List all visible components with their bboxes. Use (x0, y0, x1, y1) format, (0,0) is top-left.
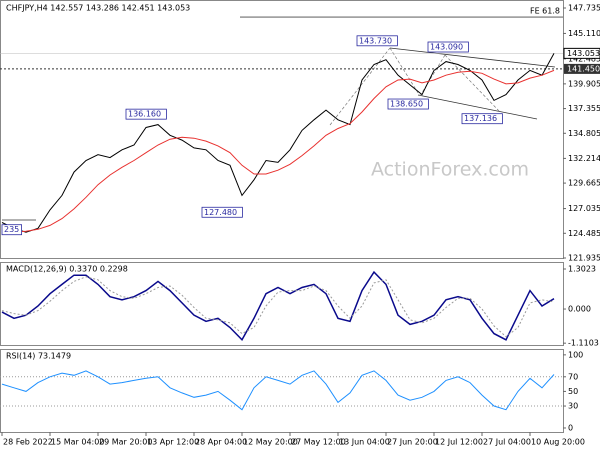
rsi-title: RSI(14) 73.1479 (6, 352, 71, 361)
y-tick-label: 70 (568, 372, 578, 381)
annotation-label: 143.090 (430, 43, 463, 52)
x-tick-label: 28 Apr 04:00 (195, 438, 247, 447)
x-tick-label: 13 Apr 12:00 (147, 438, 199, 447)
y-tick-label: 50 (568, 387, 578, 396)
x-tick-label: 12 Jul 12:00 (435, 438, 483, 447)
x-tick-label: 28 Feb 2022 (3, 438, 53, 447)
series-line (1, 53, 555, 233)
projection-line (444, 54, 501, 113)
x-tick-label: 27 May 12:00 (291, 438, 346, 447)
y-tick-label: -1.1103 (568, 339, 599, 348)
y-tick-label: 0.000 (568, 305, 591, 314)
annotation-box (427, 41, 469, 53)
trendline (417, 94, 538, 120)
annotation-box (387, 98, 429, 110)
x-tick-label: 10 Aug 20:00 (531, 438, 585, 447)
x-tick-label: 27 Jun 20:00 (387, 438, 438, 447)
y-tick-label: 139.905 (568, 79, 600, 88)
y-tick-label: 137.355 (568, 104, 600, 113)
chart-title: CHFJPY,H4 142.557 143.286 142.451 143.05… (6, 4, 190, 13)
projection-line (389, 47, 421, 97)
x-tick-label: 12 May 20:00 (243, 438, 298, 447)
x-tick-label: 29 Mar 20:00 (99, 438, 152, 447)
rsi-panel (0, 349, 564, 433)
fe-label: FE 61.8 (530, 7, 560, 16)
y-tick-label: 1.3023 (568, 264, 596, 273)
annotation-box (461, 113, 503, 125)
macd-panel (0, 262, 564, 346)
ref-box (564, 63, 600, 74)
watermark: ActionForex.com (371, 159, 529, 181)
annotation-label: 137.136 (464, 114, 497, 123)
y-tick-label: 100 (568, 350, 583, 359)
annotation-box (125, 108, 167, 120)
last-price-label: 143.053 (567, 49, 600, 58)
y-tick-label: 124.485 (568, 229, 600, 238)
y-tick-label: 142.485 (568, 54, 600, 63)
y-tick-label: 134.805 (568, 129, 600, 138)
annotation-label: 136.160 (128, 110, 161, 119)
series-line (1, 69, 555, 234)
last-price-box (563, 47, 600, 59)
y-tick-label: 121.935 (568, 254, 600, 263)
projection-line (419, 54, 446, 97)
price-panel (0, 0, 564, 259)
series-line (1, 270, 555, 342)
y-tick-label: 132.214 (568, 154, 600, 163)
y-tick-label: 147.735 (568, 3, 600, 12)
x-tick-label: 27 Jul 04:00 (483, 438, 531, 447)
annotation-label: 143.730 (359, 36, 392, 45)
annotation-box (1, 224, 23, 236)
y-tick-label: 0 (568, 423, 573, 432)
annotation-label: 138.650 (390, 100, 423, 109)
ref-label: 141.450 (567, 64, 600, 73)
series-line (1, 276, 555, 338)
trendline (389, 47, 556, 68)
y-tick-label: 129.665 (568, 179, 600, 188)
projection-line (329, 47, 391, 126)
y-tick-label: 30 (568, 402, 578, 411)
series-line (1, 370, 555, 411)
annotation-label: 127.480 (204, 208, 237, 217)
x-tick-label: 13 Jun 04:00 (339, 438, 390, 447)
annotation-box (356, 35, 398, 47)
x-tick-label: 15 Mar 04:00 (51, 438, 104, 447)
y-tick-label: 127.035 (568, 204, 600, 213)
annotation-label: 235 (4, 225, 19, 234)
macd-title: MACD(12,26,9) 0.3370 0.2298 (6, 265, 128, 274)
y-tick-label: 145.110 (568, 29, 600, 38)
annotation-box (201, 206, 243, 218)
